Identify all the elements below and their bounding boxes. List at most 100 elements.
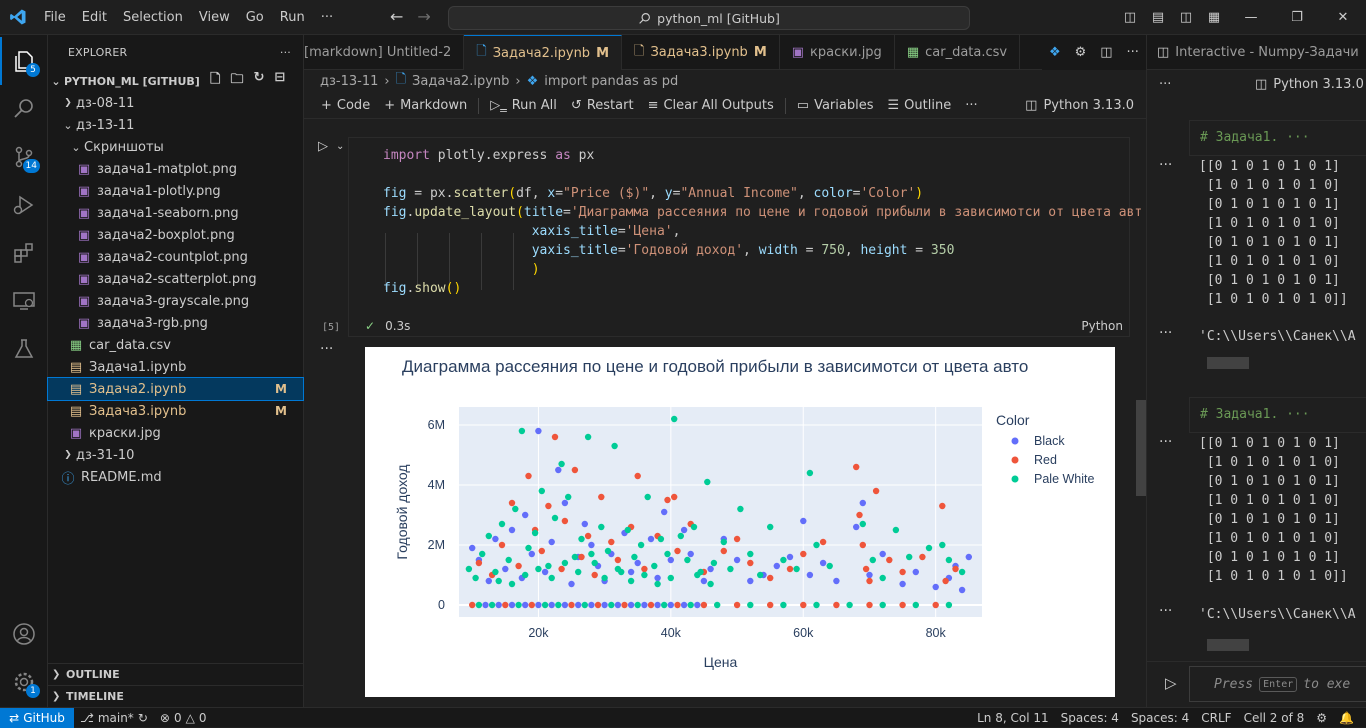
- variables-button[interactable]: ▭ Variables: [790, 98, 881, 113]
- tree-item[interactable]: ▣ краски.jpg: [48, 422, 303, 444]
- tab-car-data[interactable]: ▦ car_data.csv: [895, 35, 1021, 70]
- scatter-chart[interactable]: 20k 40k 60k 80k 0 2M 4M 6M Диаграмма рассеяния п…: [365, 347, 1115, 697]
- cursor-position[interactable]: Ln 8, Col 11: [977, 710, 1049, 725]
- split-editor-icon[interactable]: ◫: [1100, 45, 1113, 60]
- workspace-root[interactable]: ⌄ PYTHON_ML [GITHUB] 🗋 🗀 ↻ ⊟: [48, 70, 303, 92]
- interactive-kernel[interactable]: ◫ Python 3.13.0: [1255, 77, 1364, 92]
- copilot-icon[interactable]: ⚙: [1316, 710, 1328, 725]
- interactive-cell-1[interactable]: # Задача1. ···: [1189, 120, 1366, 156]
- tree-item[interactable]: ❯ дз-08-11: [48, 92, 303, 114]
- python-icon[interactable]: ❖: [1048, 45, 1061, 60]
- remote-indicator[interactable]: ⇄ GitHub: [0, 707, 74, 728]
- add-markdown-button[interactable]: + Markdown: [377, 98, 474, 113]
- add-code-button[interactable]: + Code: [314, 98, 377, 113]
- tab-markdown-untitled[interactable]: [markdown] Untitled-2: [304, 35, 465, 70]
- back-arrow-icon[interactable]: ←: [390, 7, 404, 26]
- timeline-section[interactable]: ❯ TIMELINE: [48, 685, 303, 707]
- explorer-activity[interactable]: 5: [0, 37, 48, 85]
- breadcrumb-folder[interactable]: дз-13-11: [320, 73, 379, 89]
- outline-button[interactable]: ☰ Outline: [881, 98, 959, 113]
- tree-item[interactable]: ▣ задача2-countplot.png: [48, 246, 303, 268]
- line-ending[interactable]: CRLF: [1201, 710, 1232, 725]
- tab-interactive[interactable]: ◫ Interactive - Numpy-Задачи: [1147, 35, 1366, 70]
- source-control-activity[interactable]: 14: [0, 133, 48, 181]
- restart-button[interactable]: ↺ Restart: [564, 98, 641, 113]
- output-more-icon[interactable]: ···: [1159, 434, 1173, 450]
- settings-icon[interactable]: ⚙: [1074, 45, 1087, 60]
- new-folder-icon[interactable]: 🗀: [230, 72, 244, 87]
- tree-item[interactable]: ▣ задача3-rgb.png: [48, 312, 303, 334]
- minimize-button[interactable]: —: [1244, 10, 1258, 25]
- more-actions-icon[interactable]: ···: [1126, 45, 1139, 60]
- toggle-panel-icon[interactable]: ▤: [1151, 10, 1165, 25]
- toggle-secondary-sidebar-icon[interactable]: ◫: [1179, 10, 1193, 25]
- menu-file[interactable]: File: [44, 9, 66, 25]
- tree-item[interactable]: ▣ задача3-grayscale.png: [48, 290, 303, 312]
- restore-button[interactable]: ❐: [1291, 10, 1303, 25]
- tab-zadacha3[interactable]: 🗋 Задача3.ipynb M: [622, 35, 780, 70]
- menu-go[interactable]: Go: [245, 9, 264, 25]
- cell-editor[interactable]: import plotly.express as px fig = px.scat…: [349, 138, 1142, 314]
- tree-item[interactable]: ▣ задача2-scatterplot.png: [48, 268, 303, 290]
- interactive-input[interactable]: Press Enter to exe: [1189, 666, 1366, 702]
- output-more-icon[interactable]: ···: [320, 341, 334, 357]
- clear-outputs-button[interactable]: ≡ Clear All Outputs: [641, 98, 781, 113]
- menu-edit[interactable]: Edit: [81, 9, 107, 25]
- tree-item[interactable]: ▤ Задача2.ipynb M: [47, 377, 304, 401]
- command-center-search[interactable]: python_ml [GitHub]: [448, 6, 970, 30]
- cell-language[interactable]: Python: [1081, 319, 1123, 333]
- horizontal-scrollbar[interactable]: [1207, 357, 1249, 369]
- tab-kraski[interactable]: ▣ краски.jpg: [780, 35, 895, 70]
- tab-zadacha2[interactable]: 🗋 Задача2.ipynb M: [464, 35, 622, 70]
- problems-indicator[interactable]: ⊗ 0 △ 0: [154, 711, 213, 725]
- explorer-more-icon[interactable]: ···: [279, 46, 291, 59]
- breadcrumb-cell[interactable]: import pandas as pd: [544, 73, 679, 89]
- tree-item[interactable]: ▦ car_data.csv: [48, 334, 303, 356]
- interactive-cell-2[interactable]: # Задача1. ···: [1189, 397, 1366, 433]
- menu-selection[interactable]: Selection: [122, 9, 183, 25]
- tree-item[interactable]: ▤ Задача1.ipynb: [48, 356, 303, 378]
- kernel-picker[interactable]: ◫ Python 3.13.0: [1025, 98, 1134, 113]
- run-input-icon[interactable]: ▷: [1165, 674, 1177, 692]
- tree-item[interactable]: ▣ задача1-plotly.png: [48, 180, 303, 202]
- editor-scrollbar[interactable]: [1136, 400, 1146, 496]
- run-debug-activity[interactable]: [0, 181, 48, 229]
- cell-indicator[interactable]: Cell 2 of 8: [1243, 710, 1305, 725]
- branch-indicator[interactable]: ⎇ main* ↻: [74, 711, 154, 725]
- breadcrumb-file[interactable]: Задача2.ipynb: [412, 73, 510, 89]
- indentation-1[interactable]: Spaces: 4: [1060, 710, 1119, 725]
- new-file-icon[interactable]: 🗋: [210, 72, 221, 87]
- tree-item[interactable]: ▣ задача1-matplot.png: [48, 158, 303, 180]
- menu-more[interactable]: ···: [320, 9, 334, 25]
- extensions-activity[interactable]: [0, 229, 48, 277]
- run-all-button[interactable]: ▷‗ Run All: [483, 98, 564, 113]
- chevron-down-icon[interactable]: ⌄: [336, 141, 345, 152]
- tree-item[interactable]: ▣ задача1-seaborn.png: [48, 202, 303, 224]
- refresh-icon[interactable]: ↻: [253, 70, 265, 85]
- accounts-activity[interactable]: [0, 610, 48, 658]
- menu-run[interactable]: Run: [279, 9, 305, 25]
- output-more-icon[interactable]: ···: [1159, 325, 1173, 341]
- notifications-icon[interactable]: 🔔: [1339, 710, 1354, 725]
- tree-item[interactable]: ▤ Задача3.ipynb M: [48, 400, 303, 422]
- interactive-more-icon[interactable]: ···: [1159, 77, 1172, 92]
- customize-layout-icon[interactable]: ▦: [1207, 10, 1221, 25]
- toggle-sidebar-icon[interactable]: ◫: [1123, 10, 1137, 25]
- run-cell-icon[interactable]: ▷: [318, 139, 328, 154]
- search-activity[interactable]: [0, 85, 48, 133]
- output-more-icon[interactable]: ···: [1159, 157, 1173, 173]
- remote-explorer-activity[interactable]: [0, 277, 48, 325]
- code-cell[interactable]: import plotly.express as px fig = px.scat…: [348, 137, 1142, 337]
- tree-item[interactable]: ⌄ дз-13-11: [48, 114, 303, 136]
- toolbar-more-button[interactable]: ···: [965, 98, 978, 113]
- manage-activity[interactable]: 1: [0, 658, 48, 706]
- forward-arrow-icon[interactable]: →: [417, 7, 431, 26]
- menu-view[interactable]: View: [198, 9, 230, 25]
- tree-item[interactable]: ⌄ Скриншоты: [48, 136, 303, 158]
- tree-item[interactable]: ⓘ README.md: [48, 466, 303, 488]
- collapse-all-icon[interactable]: ⊟: [274, 70, 286, 85]
- outline-section[interactable]: ❯ OUTLINE: [48, 663, 303, 685]
- horizontal-scrollbar[interactable]: [1207, 639, 1249, 651]
- tree-item[interactable]: ❯ дз-31-10: [48, 444, 303, 466]
- tree-item[interactable]: ▣ задача2-boxplot.png: [48, 224, 303, 246]
